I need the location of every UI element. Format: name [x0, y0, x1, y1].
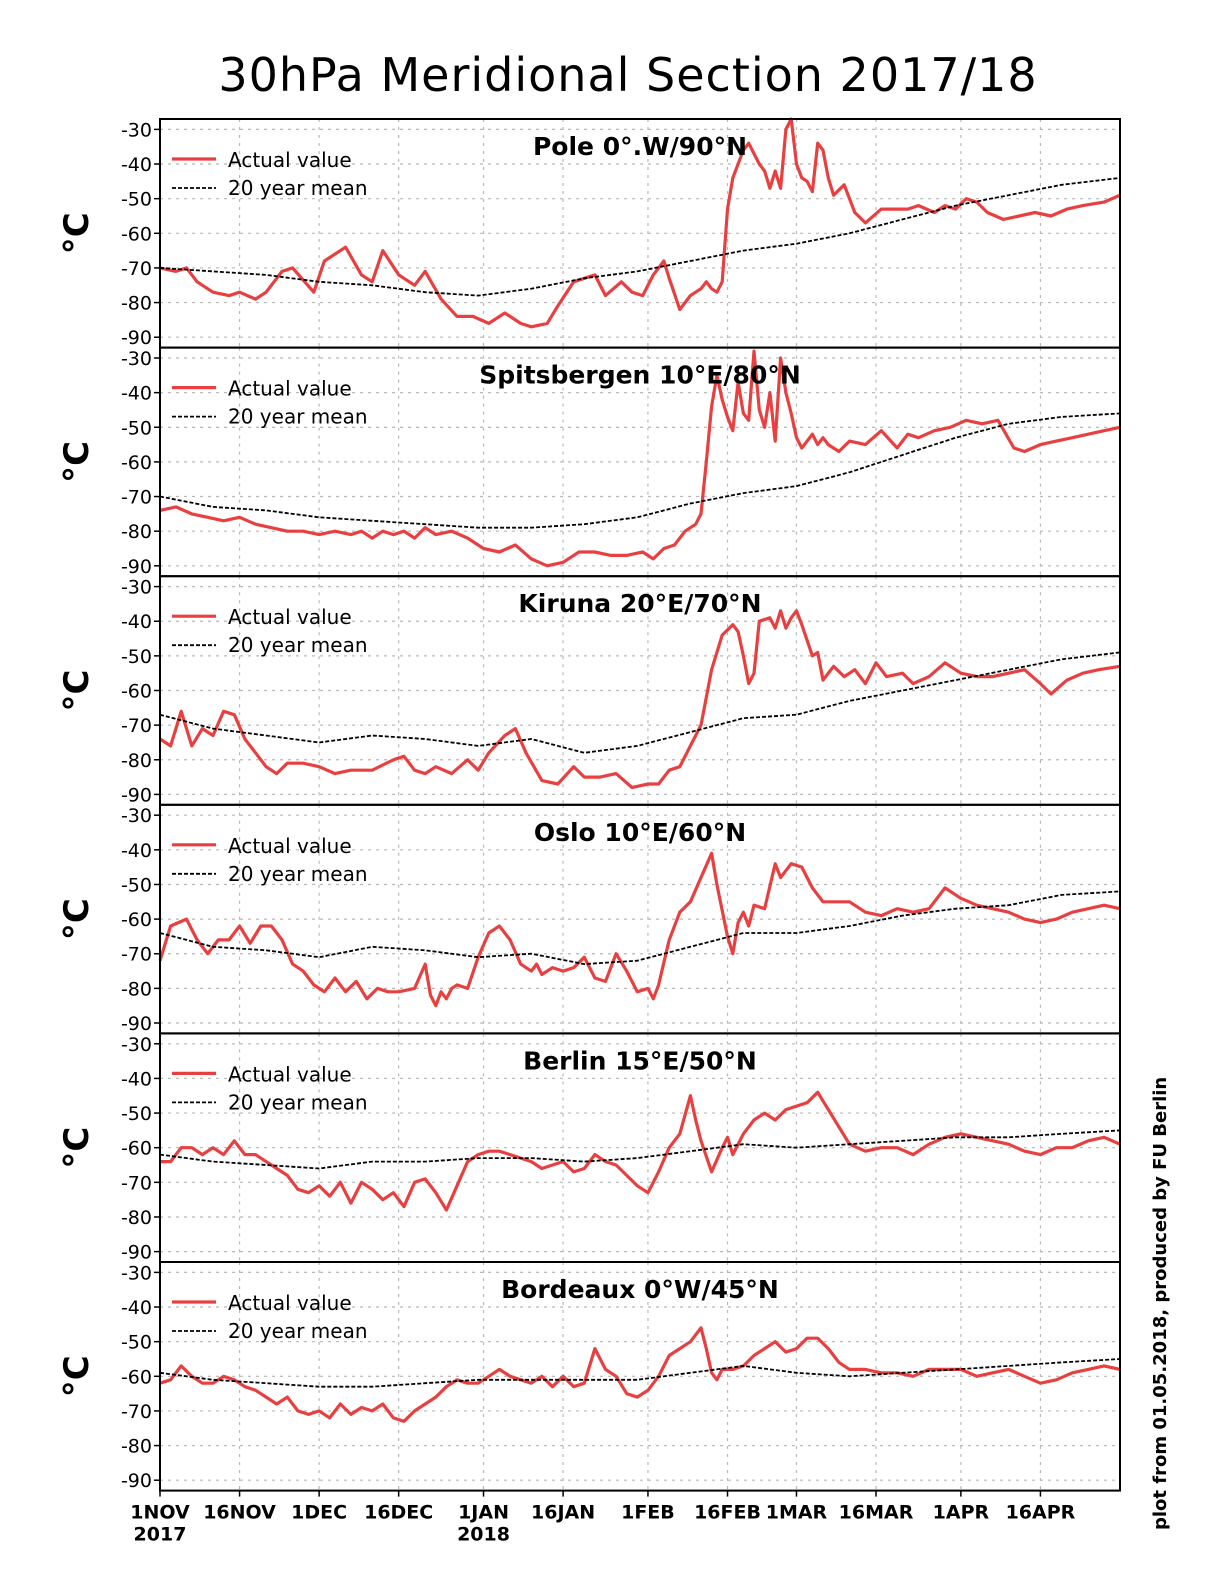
x-tick-label: 1APR — [933, 1502, 990, 1524]
legend-actual-label: Actual value — [228, 605, 352, 629]
legend-mean-label: 20 year mean — [228, 1319, 368, 1343]
y-tick-label: -30 — [121, 1034, 152, 1056]
y-tick-label: -80 — [121, 750, 152, 772]
y-axis-label: °C — [57, 212, 97, 254]
mean-line — [159, 890, 1121, 965]
panel-title: Spitsbergen 10°E/80°N — [479, 361, 801, 390]
x-tick-year-label: 2018 — [457, 1524, 510, 1546]
mean-line — [159, 651, 1121, 754]
actual-value-line — [158, 851, 1121, 1008]
x-tick-label: 16NOV — [203, 1502, 276, 1524]
actual-value-line — [159, 349, 1121, 568]
page-title: 30hPa Meridional Section 2017/18 — [218, 48, 1038, 102]
y-tick-label: -80 — [121, 521, 152, 543]
actual-value-line — [159, 609, 1121, 790]
x-tick-year-label: 2017 — [134, 1524, 187, 1546]
y-tick-label: -30 — [121, 119, 152, 141]
x-tick-label: 1JAN — [458, 1502, 509, 1524]
x-tick-label: 1DEC — [291, 1502, 347, 1524]
y-tick-label: -70 — [121, 944, 152, 966]
mean-line — [159, 412, 1121, 529]
y-tick-label: -90 — [121, 1470, 152, 1492]
x-tick-label: 1MAR — [766, 1502, 828, 1524]
x-tick-label: 16APR — [1006, 1502, 1076, 1524]
x-tick-label: 16DEC — [364, 1502, 433, 1524]
legend-actual-label: Actual value — [228, 377, 352, 401]
y-tick-label: -50 — [121, 1103, 152, 1125]
x-tick-label: 1NOV — [130, 1502, 190, 1524]
y-tick-label: -50 — [121, 417, 152, 439]
y-tick-label: -70 — [121, 258, 152, 280]
actual-value-line — [159, 117, 1121, 329]
y-tick-label: -70 — [121, 1401, 152, 1423]
panel-frame — [159, 1261, 1121, 1492]
y-tick-label: -50 — [121, 189, 152, 211]
y-tick-label: -40 — [121, 383, 152, 405]
y-tick-label: -60 — [121, 452, 152, 474]
legend-mean-label: 20 year mean — [228, 862, 368, 886]
legend-mean-label: 20 year mean — [228, 1090, 368, 1114]
y-tick-label: -90 — [121, 327, 152, 349]
legend-actual-label: Actual value — [228, 834, 352, 858]
y-axis-label: °C — [57, 1127, 97, 1169]
y-tick-label: -60 — [121, 1366, 152, 1388]
panel-title: Kiruna 20°E/70°N — [518, 589, 761, 618]
legend-mean-label: 20 year mean — [228, 405, 368, 429]
panel-title: Berlin 15°E/50°N — [523, 1046, 757, 1075]
y-tick-label: -70 — [121, 487, 152, 509]
y-tick-label: -90 — [121, 1013, 152, 1035]
panel-title: Pole 0°.W/90°N — [533, 132, 747, 161]
y-tick-label: -70 — [121, 715, 152, 737]
legend-actual-label: Actual value — [228, 148, 352, 172]
y-tick-label: -50 — [121, 1332, 152, 1354]
y-tick-label: -40 — [121, 154, 152, 176]
y-tick-label: -30 — [121, 577, 152, 599]
panel-title: Oslo 10°E/60°N — [534, 818, 746, 847]
y-tick-label: -80 — [121, 1207, 152, 1229]
y-tick-label: -80 — [121, 1436, 152, 1458]
y-axis-label: °C — [57, 1355, 97, 1397]
x-tick-label: 16FEB — [694, 1502, 761, 1524]
y-tick-label: -70 — [121, 1172, 152, 1194]
y-axis-label: °C — [57, 670, 97, 712]
y-tick-label: -80 — [121, 293, 152, 315]
y-tick-label: -50 — [121, 874, 152, 896]
credit-note: plot from 01.05.2018, produced by FU Ber… — [1150, 1076, 1171, 1530]
x-tick-label: 1FEB — [621, 1502, 675, 1524]
y-tick-label: -30 — [121, 805, 152, 827]
mean-line — [159, 177, 1121, 297]
panel-title: Bordeaux 0°W/45°N — [501, 1275, 779, 1304]
y-tick-label: -60 — [121, 223, 152, 245]
y-tick-label: -40 — [121, 1297, 152, 1319]
legend-actual-label: Actual value — [228, 1062, 352, 1086]
legend-actual-label: Actual value — [228, 1291, 352, 1315]
legend-mean-label: 20 year mean — [228, 633, 368, 657]
y-tick-label: -60 — [121, 681, 152, 703]
y-tick-label: -80 — [121, 978, 152, 1000]
y-tick-label: -30 — [121, 348, 152, 370]
y-tick-label: -90 — [121, 784, 152, 806]
y-tick-label: -40 — [121, 611, 152, 633]
x-tick-label: 16MAR — [839, 1502, 914, 1524]
y-tick-label: -40 — [121, 840, 152, 862]
y-tick-label: -50 — [121, 646, 152, 668]
y-axis-label: °C — [57, 898, 97, 940]
y-tick-label: -40 — [121, 1068, 152, 1090]
y-tick-label: -30 — [121, 1262, 152, 1284]
actual-value-line — [160, 1090, 1121, 1212]
x-tick-label: 16JAN — [531, 1502, 595, 1524]
mean-line — [159, 1358, 1121, 1388]
y-tick-label: -60 — [121, 909, 152, 931]
y-tick-label: -90 — [121, 556, 152, 578]
y-tick-label: -60 — [121, 1138, 152, 1160]
y-axis-label: °C — [57, 441, 97, 483]
mean-line — [159, 1129, 1121, 1170]
y-tick-label: -90 — [121, 1242, 152, 1264]
legend-mean-label: 20 year mean — [228, 176, 368, 200]
